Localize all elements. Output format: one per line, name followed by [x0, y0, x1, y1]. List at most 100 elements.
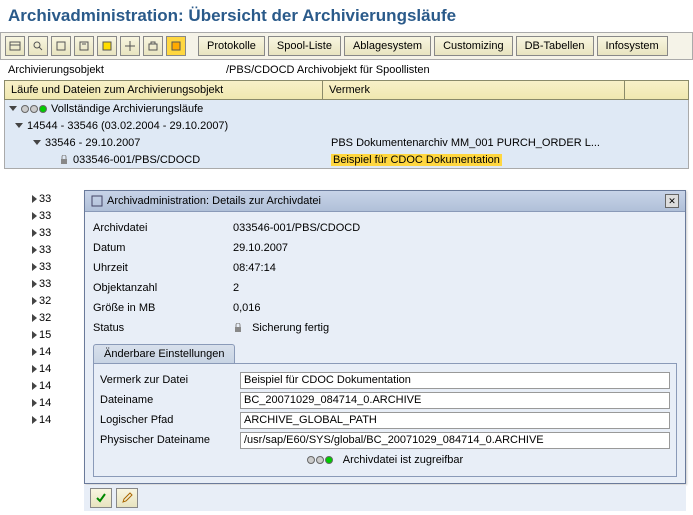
- expand-icon[interactable]: [32, 229, 37, 237]
- details-dialog: Archivadministration: Details zur Archiv…: [84, 190, 686, 484]
- toolbar-icon-2[interactable]: [28, 36, 48, 56]
- physname-input[interactable]: [240, 432, 670, 449]
- expand-icon[interactable]: [32, 416, 37, 424]
- object-label: Archivierungsobjekt: [8, 64, 218, 76]
- side-row[interactable]: 33: [6, 207, 84, 224]
- field-uhrzeit: Uhrzeit08:47:14: [93, 258, 677, 278]
- toolbar-icon-8[interactable]: [166, 36, 186, 56]
- expand-icon[interactable]: [15, 123, 23, 128]
- side-row[interactable]: 14: [6, 343, 84, 360]
- expand-icon[interactable]: [32, 348, 37, 356]
- db-tabellen-button[interactable]: DB-Tabellen: [516, 36, 594, 56]
- field-label: Dateiname: [100, 394, 240, 406]
- side-row[interactable]: 33: [6, 258, 84, 275]
- side-row[interactable]: 14: [6, 360, 84, 377]
- expand-icon[interactable]: [32, 280, 37, 288]
- tree-l3[interactable]: 033546-001/PBS/CDOCD Beispiel für CDOC D…: [5, 151, 688, 168]
- field-groesse: Größe in MB0,016: [93, 298, 677, 318]
- col2-header[interactable]: Vermerk: [323, 81, 625, 99]
- side-row[interactable]: 14: [6, 377, 84, 394]
- side-row[interactable]: 15: [6, 326, 84, 343]
- expand-icon[interactable]: [32, 195, 37, 203]
- field-logpfad: Logischer Pfad: [100, 410, 670, 430]
- field-label: Datum: [93, 242, 233, 254]
- object-value: /PBS/CDOCD Archivobjekt für Spoollisten: [226, 64, 430, 76]
- expand-icon[interactable]: [32, 365, 37, 373]
- tab-einstellungen[interactable]: Änderbare Einstellungen: [93, 344, 235, 363]
- toolbar-icon-7[interactable]: [143, 36, 163, 56]
- side-row[interactable]: 32: [6, 292, 84, 309]
- field-value: 2: [233, 282, 677, 294]
- toolbar-icon-3[interactable]: [51, 36, 71, 56]
- tree-l1[interactable]: 14544 - 33546 (03.02.2004 - 29.10.2007): [5, 117, 688, 134]
- ablagesystem-button[interactable]: Ablagesystem: [344, 36, 431, 56]
- logpfad-input[interactable]: [240, 412, 670, 429]
- l2-label: 33546 - 29.10.2007: [45, 137, 140, 149]
- tree-l2[interactable]: 33546 - 29.10.2007 PBS Dokumentenarchiv …: [5, 134, 688, 151]
- vermerk-input[interactable]: [240, 372, 670, 389]
- expand-icon[interactable]: [32, 331, 37, 339]
- field-label: Vermerk zur Datei: [100, 374, 240, 386]
- dialog-titlebar[interactable]: Archivadministration: Details zur Archiv…: [85, 191, 685, 212]
- toolbar-icon-6[interactable]: [120, 36, 140, 56]
- side-tree: 33 33 33 33 33 33 32 32 15 14 14 14 14 1…: [6, 190, 84, 428]
- side-row[interactable]: 14: [6, 394, 84, 411]
- toolbar: Protokolle Spool-Liste Ablagesystem Cust…: [0, 32, 693, 60]
- dateiname-input[interactable]: [240, 392, 670, 409]
- expand-icon[interactable]: [32, 314, 37, 322]
- protokolle-button[interactable]: Protokolle: [198, 36, 265, 56]
- spool-liste-button[interactable]: Spool-Liste: [268, 36, 341, 56]
- expand-icon[interactable]: [32, 263, 37, 271]
- customizing-button[interactable]: Customizing: [434, 36, 513, 56]
- close-button[interactable]: ✕: [665, 194, 679, 208]
- field-objektanzahl: Objektanzahl2: [93, 278, 677, 298]
- field-datum: Datum29.10.2007: [93, 238, 677, 258]
- field-status: Status Sicherung fertig: [93, 318, 677, 338]
- expand-icon[interactable]: [33, 140, 41, 145]
- l2-vermerk: PBS Dokumentenarchiv MM_001 PURCH_ORDER …: [331, 137, 600, 149]
- field-value: 0,016: [233, 302, 677, 314]
- l3-vermerk: Beispiel für CDOC Dokumentation: [331, 154, 502, 166]
- side-row[interactable]: 33: [6, 224, 84, 241]
- infosystem-button[interactable]: Infosystem: [597, 36, 668, 56]
- tree: Vollständige Archivierungsläufe 14544 - …: [4, 100, 689, 169]
- expand-icon[interactable]: [32, 382, 37, 390]
- status-text: Archivdatei ist zugreifbar: [343, 454, 463, 466]
- field-value: Sicherung fertig: [233, 322, 677, 334]
- table-header: Läufe und Dateien zum Archivierungsobjek…: [4, 80, 689, 100]
- edit-button[interactable]: [116, 488, 138, 508]
- field-value: 29.10.2007: [233, 242, 677, 254]
- expand-icon[interactable]: [32, 399, 37, 407]
- accessible-status: Archivdatei ist zugreifbar: [100, 450, 670, 470]
- expand-icon[interactable]: [32, 246, 37, 254]
- field-value: 033546-001/PBS/CDOCD: [233, 222, 677, 234]
- expand-icon[interactable]: [9, 106, 17, 111]
- field-value: 08:47:14: [233, 262, 677, 274]
- status-light-icon: [21, 105, 47, 113]
- side-row[interactable]: 33: [6, 241, 84, 258]
- field-physname: Physischer Dateiname: [100, 430, 670, 450]
- side-row[interactable]: 14: [6, 411, 84, 428]
- field-dateiname: Dateiname: [100, 390, 670, 410]
- dialog-bottom-bar: [84, 485, 686, 511]
- l1-label: 14544 - 33546 (03.02.2004 - 29.10.2007): [27, 120, 228, 132]
- lock-icon: [233, 323, 243, 333]
- expand-icon[interactable]: [32, 212, 37, 220]
- tree-root[interactable]: Vollständige Archivierungsläufe: [5, 100, 688, 117]
- toolbar-icon-1[interactable]: [5, 36, 25, 56]
- expand-icon[interactable]: [32, 297, 37, 305]
- toolbar-icon-5[interactable]: [97, 36, 117, 56]
- ok-button[interactable]: [90, 488, 112, 508]
- field-label: Logischer Pfad: [100, 414, 240, 426]
- side-row[interactable]: 33: [6, 275, 84, 292]
- toolbar-icon-4[interactable]: [74, 36, 94, 56]
- field-vermerk: Vermerk zur Datei: [100, 370, 670, 390]
- field-label: Archivdatei: [93, 222, 233, 234]
- col1-header[interactable]: Läufe und Dateien zum Archivierungsobjek…: [5, 81, 323, 99]
- l3-label: 033546-001/PBS/CDOCD: [73, 154, 200, 166]
- lock-icon: [59, 155, 69, 165]
- col3-header[interactable]: [625, 81, 688, 99]
- page-title: Archivadministration: Übersicht der Arch…: [0, 0, 693, 32]
- side-row[interactable]: 33: [6, 190, 84, 207]
- side-row[interactable]: 32: [6, 309, 84, 326]
